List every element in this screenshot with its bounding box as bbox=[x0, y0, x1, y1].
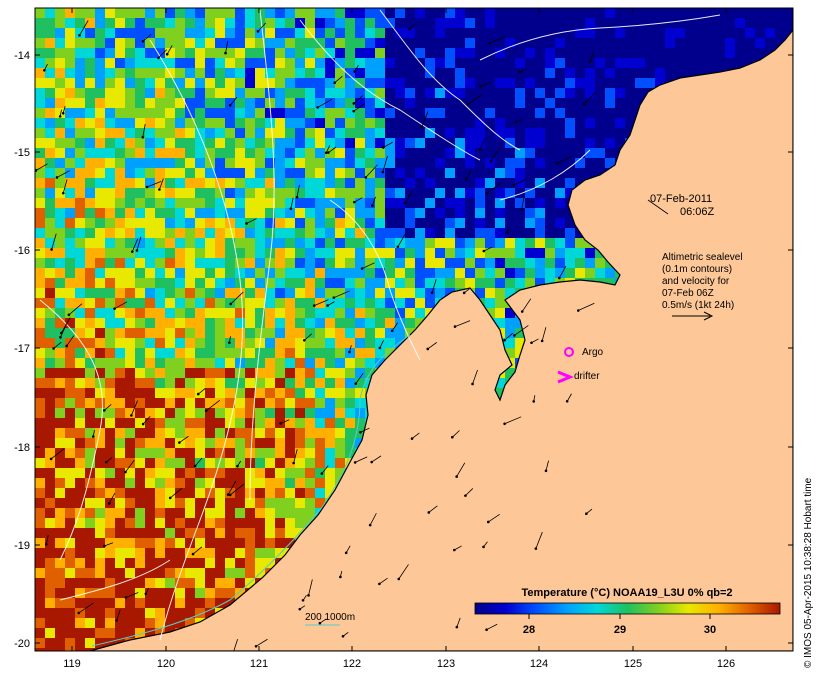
lon-tick-label: 122 bbox=[343, 658, 361, 670]
depth-contour-200m bbox=[91, 334, 411, 647]
drifter-label: drifter bbox=[574, 371, 600, 382]
lat-tick-label: -17 bbox=[14, 343, 30, 355]
credit-text: © IMOS 05-Apr-2015 10:38:28 Hobart time bbox=[803, 477, 814, 668]
altimetry-line-2: (0.1m contours) bbox=[662, 264, 732, 275]
date-pointer-line bbox=[647, 199, 669, 215]
altimetry-line-1: Altimetric sealevel bbox=[662, 252, 743, 263]
lat-tick-label: -19 bbox=[14, 540, 30, 552]
velocity-arrows bbox=[35, 20, 597, 651]
plot-area bbox=[35, 8, 793, 651]
altimetry-line-4: 07-Feb 06Z bbox=[662, 288, 714, 299]
lon-tick-label: 123 bbox=[437, 658, 455, 670]
lat-tick-label: -18 bbox=[14, 442, 30, 454]
argo-label: Argo bbox=[582, 347, 604, 358]
lat-tick-label: -20 bbox=[14, 638, 30, 650]
colorbar: Temperature (°C) NOAA19_L3U 0% qb=2 28 2… bbox=[474, 587, 781, 636]
lon-tick-label: 124 bbox=[530, 658, 548, 670]
land-mass bbox=[89, 8, 793, 651]
lat-tick-label: -15 bbox=[14, 147, 30, 159]
lon-tick-label: 119 bbox=[63, 658, 81, 670]
lat-tick-label: -16 bbox=[14, 245, 30, 257]
lon-tick-label: 120 bbox=[157, 658, 175, 670]
lon-tick-label: 121 bbox=[250, 658, 268, 670]
map-frame-border bbox=[34, 7, 794, 652]
time-label: 06:06Z bbox=[680, 206, 715, 218]
altimetry-line-3: and velocity for bbox=[662, 276, 730, 287]
colorbar-ramp bbox=[474, 602, 781, 615]
colorbar-tick: 29 bbox=[614, 624, 626, 636]
lon-axis: 119 120 121 122 123 124 125 126 bbox=[63, 8, 735, 670]
colorbar-tick: 28 bbox=[523, 624, 535, 636]
date-label: 07-Feb-2011 bbox=[650, 193, 712, 205]
lon-tick-label: 125 bbox=[624, 658, 642, 670]
altimetry-legend: Altimetric sealevel (0.1m contours) and … bbox=[662, 252, 743, 321]
lon-tick-label: 126 bbox=[717, 658, 735, 670]
lat-tick-label: -14 bbox=[14, 50, 30, 62]
drifter-icon bbox=[557, 370, 574, 384]
argo-icon bbox=[564, 347, 574, 357]
colorbar-title: Temperature (°C) NOAA19_L3U 0% qb=2 bbox=[521, 587, 732, 599]
colorbar-tick: 30 bbox=[704, 624, 716, 636]
lat-axis: -14 -15 -16 -17 -18 -19 -20 bbox=[14, 50, 793, 650]
sealevel-contours bbox=[39, 9, 721, 641]
depth-contour-label: 200 1000m bbox=[305, 612, 355, 623]
altimetry-line-5: 0.5m/s (1kt 24h) bbox=[662, 300, 734, 311]
scale-arrowhead-icon bbox=[703, 311, 714, 321]
